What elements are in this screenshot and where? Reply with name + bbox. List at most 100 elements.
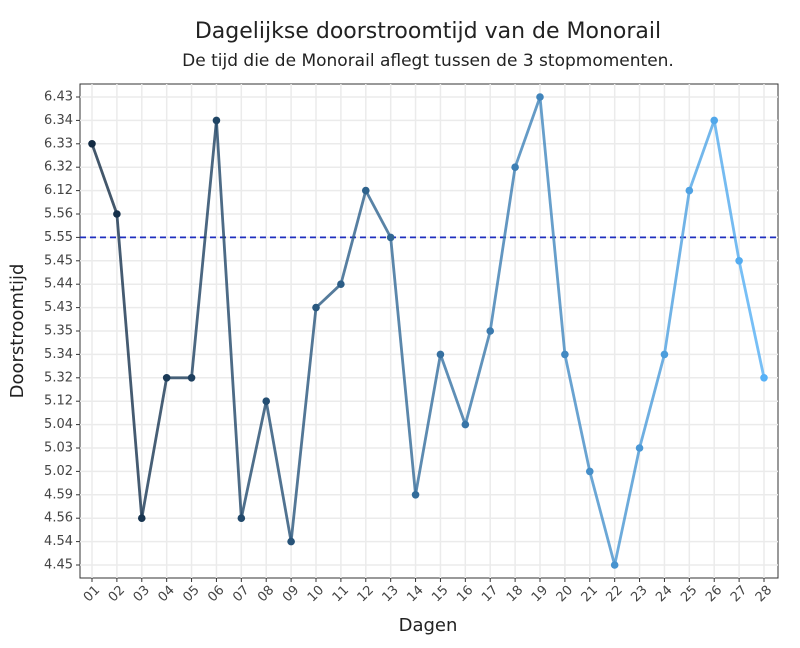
line-segment — [239, 400, 268, 519]
x-tick-label: 11 — [330, 583, 352, 605]
line-segment — [190, 120, 218, 378]
line-segment — [339, 190, 368, 285]
point — [137, 514, 146, 522]
line-segment — [364, 189, 392, 239]
point — [461, 420, 470, 429]
line-segment — [289, 307, 318, 542]
x-tick-label: 06 — [205, 583, 227, 605]
x-tick-label: 20 — [554, 583, 576, 605]
line-segment — [414, 354, 442, 496]
x-tick-label: 08 — [255, 583, 277, 605]
x-tick-label: 18 — [504, 583, 526, 605]
y-tick-label: 5.02 — [44, 464, 73, 479]
y-tick-label: 5.55 — [44, 230, 73, 245]
line-segment — [588, 471, 617, 566]
x-tick-label: 27 — [728, 583, 750, 605]
line-segment — [513, 96, 542, 168]
point — [312, 303, 320, 312]
y-tick-label: 5.56 — [44, 207, 73, 222]
point — [735, 257, 743, 265]
y-tick-label: 4.45 — [44, 558, 73, 573]
x-tick-label: 25 — [678, 583, 700, 605]
y-tick-label: 5.34 — [44, 347, 73, 362]
line-segment — [538, 96, 567, 355]
x-tick-label: 07 — [230, 583, 252, 605]
line-segment — [140, 377, 169, 519]
line-segment — [215, 120, 243, 519]
chart-subtitle: De tijd die de Monorail aflegt tussen de… — [182, 51, 674, 71]
point — [685, 186, 694, 195]
y-tick-label: 5.04 — [44, 417, 73, 432]
x-tick-label: 26 — [703, 583, 725, 605]
point — [436, 350, 445, 359]
line-segment — [563, 354, 592, 472]
y-tick-label: 6.32 — [44, 160, 73, 175]
point — [635, 444, 644, 452]
line-segment — [638, 354, 666, 449]
y-tick-label: 5.45 — [44, 253, 73, 268]
y-tick-label: 5.44 — [44, 277, 73, 292]
y-tick-label: 4.56 — [44, 511, 73, 526]
x-tick-label: 14 — [404, 583, 426, 605]
line-segment — [439, 353, 467, 426]
y-tick-label: 4.59 — [44, 487, 73, 502]
point — [511, 163, 519, 171]
point — [162, 374, 171, 382]
y-tick-label: 6.43 — [44, 90, 73, 105]
x-tick-label: 04 — [156, 583, 178, 605]
point — [187, 374, 196, 382]
line-segment — [264, 400, 293, 542]
point — [660, 350, 669, 359]
x-tick-label: 05 — [180, 583, 202, 605]
point — [88, 140, 96, 148]
chart-title: Dagelijkse doorstroomtijd van de Monorai… — [195, 19, 661, 44]
x-tick-label: 17 — [479, 583, 501, 605]
point — [536, 93, 544, 101]
point — [561, 350, 569, 359]
x-tick-label: 15 — [429, 583, 451, 605]
point — [212, 116, 221, 125]
x-tick-label: 03 — [131, 583, 153, 605]
x-tick-label: 10 — [305, 583, 327, 605]
y-tick-label: 6.12 — [44, 183, 73, 198]
line-segment — [613, 447, 641, 566]
x-tick-label: 01 — [81, 583, 103, 605]
x-tick-label: 02 — [106, 583, 128, 605]
point — [361, 186, 370, 195]
x-tick-label: 28 — [753, 583, 775, 605]
point — [760, 374, 768, 382]
point — [287, 537, 295, 546]
y-axis-label: Doorstroomtijd — [7, 264, 28, 399]
y-tick-label: 6.33 — [44, 136, 73, 151]
x-axis-label: Dagen — [399, 615, 458, 636]
line-segment — [90, 143, 119, 215]
y-tick-label: 4.54 — [44, 534, 73, 549]
line-segment — [463, 330, 492, 425]
y-tick-label: 5.12 — [44, 394, 73, 409]
point — [337, 280, 345, 289]
y-tick-label: 5.43 — [44, 300, 73, 315]
x-tick-label: 21 — [579, 583, 601, 605]
x-tick-label: 24 — [653, 583, 675, 605]
x-tick-label: 09 — [280, 583, 302, 605]
line-segment — [663, 190, 691, 355]
y-tick-label: 5.35 — [44, 324, 73, 339]
line-segment — [389, 237, 417, 495]
point — [710, 116, 719, 125]
x-tick-label: 23 — [628, 583, 650, 605]
line-segment — [488, 166, 517, 332]
point — [262, 397, 271, 406]
point — [585, 467, 594, 476]
y-tick-label: 5.03 — [44, 441, 73, 456]
x-tick-label: 19 — [529, 583, 551, 605]
point — [411, 491, 420, 499]
x-tick-label: 12 — [355, 583, 377, 605]
point — [610, 561, 619, 569]
point — [237, 514, 246, 522]
point — [486, 327, 495, 335]
line-segment — [737, 260, 766, 379]
line-segment — [688, 119, 716, 192]
line-segment — [712, 120, 741, 262]
x-tick-label: 16 — [454, 583, 476, 605]
